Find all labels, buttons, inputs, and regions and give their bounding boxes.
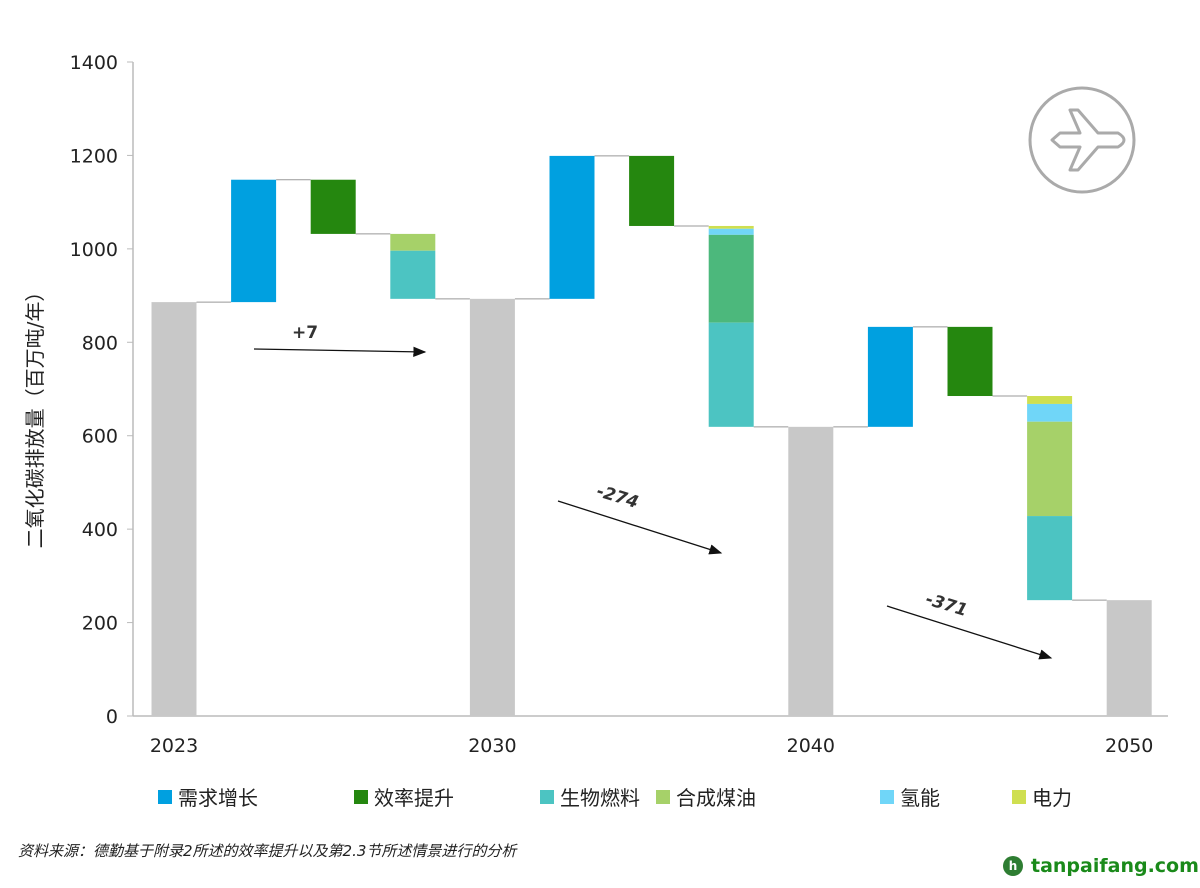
y-axis-label: 二氧化碳排放量（百万吨/年） [23, 282, 47, 549]
bar-2030-2040-合成煤油 [708, 234, 754, 323]
logo-icon: h [1003, 856, 1023, 876]
bar-total-2050 [1106, 600, 1152, 716]
legend-swatch [1012, 789, 1026, 804]
bar-2030-2040-效率提升 [629, 155, 675, 226]
bar-2030-2040-电力 [708, 225, 754, 229]
bar-2030-2040-氢能 [708, 228, 754, 235]
legend-hydrogen: 氢能 [880, 782, 940, 811]
bar-2040-2050-生物燃料 [1027, 516, 1073, 601]
legend-synfuel: 合成煤油 [656, 782, 756, 811]
bar-2040-2050-电力 [1027, 396, 1073, 404]
legend-swatch [540, 789, 554, 804]
bar-2040-2050-需求增长 [867, 326, 913, 427]
logo-text: tanpaifang.com [1031, 855, 1199, 877]
legend-biofuel: 生物燃料 [540, 782, 640, 811]
legend-swatch [880, 789, 894, 804]
bar-2040-2050-氢能 [1027, 403, 1073, 422]
legend: 需求增长 效率提升 生物燃料 合成煤油 氢能 电力 [0, 782, 1200, 810]
legend-swatch [656, 789, 670, 804]
watermark-logo: h tanpaifang.com [1003, 855, 1199, 877]
legend-label: 需求增长 [178, 786, 258, 810]
bar-2023-2030-生物燃料 [390, 250, 436, 299]
bar-2023-2030-需求增长 [231, 179, 277, 303]
legend-label: 合成煤油 [676, 786, 756, 810]
x-tick-label: 2030 [468, 735, 516, 757]
y-tick-label: 800 [82, 332, 118, 354]
y-tick-label: 600 [82, 426, 118, 448]
legend-label: 电力 [1032, 786, 1072, 810]
trend-arrow [886, 605, 1053, 660]
bar-total-2030 [469, 298, 515, 716]
bar-2030-2040-生物燃料 [708, 322, 754, 427]
plane-icon [1050, 108, 1126, 172]
trend-arrow [253, 346, 427, 357]
change-label: +7 [292, 323, 318, 343]
legend-label: 生物燃料 [560, 786, 640, 810]
legend-swatch [158, 789, 172, 804]
bar-2040-2050-效率提升 [947, 326, 993, 397]
source-note: 资料来源：德勤基于附录2所述的效率提升以及第2.3节所述情景进行的分析 [18, 842, 517, 860]
bar-total-2023 [151, 302, 197, 716]
y-tick-label: 0 [106, 706, 118, 728]
legend-swatch [354, 789, 368, 804]
y-tick-label: 1000 [70, 239, 118, 261]
y-tick-label: 1400 [70, 52, 118, 74]
bar-2030-2040-需求增长 [549, 155, 595, 299]
legend-efficiency: 效率提升 [354, 782, 454, 811]
legend-demand: 需求增长 [158, 782, 258, 811]
legend-label: 效率提升 [374, 786, 454, 810]
change-label: -274 [594, 481, 641, 513]
x-tick-label: 2040 [787, 735, 835, 757]
legend-label: 氢能 [900, 786, 940, 810]
bar-2023-2030-合成煤油 [390, 233, 436, 251]
plane-icon-circle [1028, 86, 1136, 194]
legend-electricity: 电力 [1012, 782, 1072, 811]
waterfall-chart: 0 200 400 600 800 1000 1200 1400 二氧化碳排放量（百万吨/年） 2… [23, 52, 1168, 757]
x-tick-label: 2023 [150, 735, 198, 757]
y-tick-label: 200 [82, 613, 118, 635]
x-tick-label: 2050 [1105, 735, 1153, 757]
y-tick-label: 400 [82, 519, 118, 541]
change-label: -371 [923, 589, 970, 621]
bar-total-2040 [788, 426, 834, 716]
bar-2040-2050-合成煤油 [1027, 421, 1073, 517]
y-tick-label: 1200 [70, 145, 118, 167]
bar-2023-2030-效率提升 [310, 179, 356, 234]
trend-arrow [557, 500, 723, 555]
